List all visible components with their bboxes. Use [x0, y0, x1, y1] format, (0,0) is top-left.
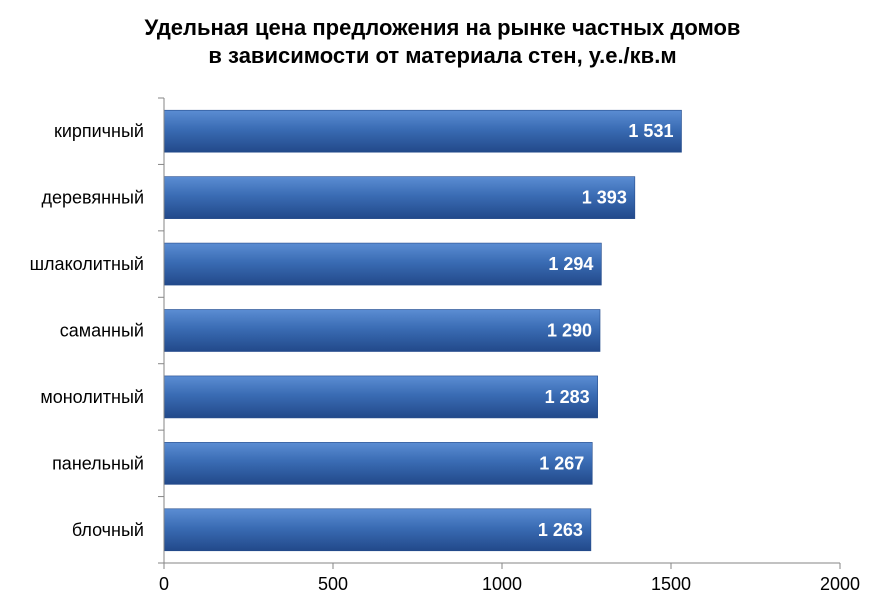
x-tick-label-1: 500 — [318, 574, 348, 594]
data-label-1: 1 393 — [582, 188, 627, 208]
category-label-5: панельный — [52, 453, 144, 473]
category-label-3: саманный — [60, 321, 144, 341]
data-label-0: 1 531 — [628, 121, 673, 141]
bar-3 — [163, 309, 601, 352]
data-label-6: 1 263 — [538, 520, 583, 540]
chart-title: Удельная цена предложения на рынке частн… — [0, 14, 885, 70]
bar-2 — [163, 242, 602, 286]
category-label-2: шлаколитный — [30, 254, 144, 274]
data-label-5: 1 267 — [539, 453, 584, 473]
bar-5 — [163, 442, 593, 485]
category-label-4: монолитный — [40, 387, 144, 407]
category-label-0: кирпичный — [54, 121, 144, 141]
x-tick-label-2: 1000 — [482, 574, 522, 594]
bar-4 — [163, 375, 598, 419]
bar-6 — [163, 508, 592, 552]
bar-0 — [163, 109, 682, 153]
data-label-4: 1 283 — [545, 387, 590, 407]
data-label-3: 1 290 — [547, 321, 592, 341]
bars-layer: 1 531 1 393 1 294 1 290 1 283 1 267 1 263 — [163, 109, 682, 552]
x-tick-label-3: 1500 — [651, 574, 691, 594]
data-label-2: 1 294 — [548, 254, 593, 274]
category-label-1: деревянный — [41, 188, 144, 208]
chart-title-line-2: в зависимости от материала стен, у.е./кв… — [208, 43, 677, 68]
category-label-6: блочный — [72, 520, 144, 540]
chart-title-line-1: Удельная цена предложения на рынке частн… — [144, 15, 741, 40]
x-tick-label-4: 2000 — [820, 574, 860, 594]
axes-layer: кирпичный деревянный шлаколитный саманный мо… — [30, 97, 860, 594]
bar-1 — [163, 176, 636, 219]
x-tick-label-0: 0 — [159, 574, 169, 594]
